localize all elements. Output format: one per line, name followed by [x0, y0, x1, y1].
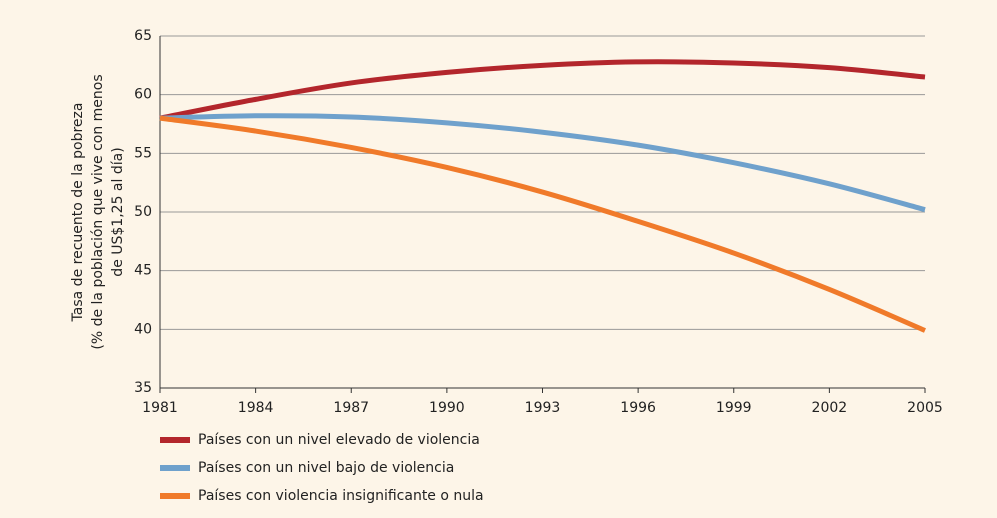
line [159, 113, 926, 213]
x-tick-label: 1984 [238, 400, 274, 416]
legend-label: Países con un nivel bajo de violencia [198, 460, 454, 476]
x-tick-label: 1990 [429, 400, 465, 416]
line [159, 115, 926, 333]
y-axis-label: de US$1,25 al día) [110, 147, 126, 276]
x-tick-label: 2005 [907, 400, 943, 416]
y-tick-label: 45 [134, 263, 152, 279]
y-axis-label: (% de la población que vive con menos [90, 74, 106, 349]
legend-label: Países con un nivel elevado de violencia [198, 432, 480, 448]
y-tick-label: 40 [134, 321, 152, 337]
y-tick-label: 55 [134, 145, 152, 161]
y-tick-label: 65 [134, 28, 152, 44]
x-tick-label: 1981 [142, 400, 178, 416]
x-tick-label: 1996 [620, 400, 656, 416]
y-tick-label: 50 [134, 204, 152, 220]
x-tick-label: 1987 [333, 400, 369, 416]
line [159, 59, 926, 121]
x-tick-label: 2002 [812, 400, 848, 416]
y-tick-label: 60 [134, 87, 152, 103]
x-tick-label: 1999 [716, 400, 752, 416]
x-tick-label: 1993 [525, 400, 561, 416]
y-tick-label: 35 [134, 380, 152, 396]
legend-label: Países con violencia insignificante o nu… [198, 488, 484, 504]
y-axis-label: Tasa de recuento de la pobreza [70, 103, 86, 323]
